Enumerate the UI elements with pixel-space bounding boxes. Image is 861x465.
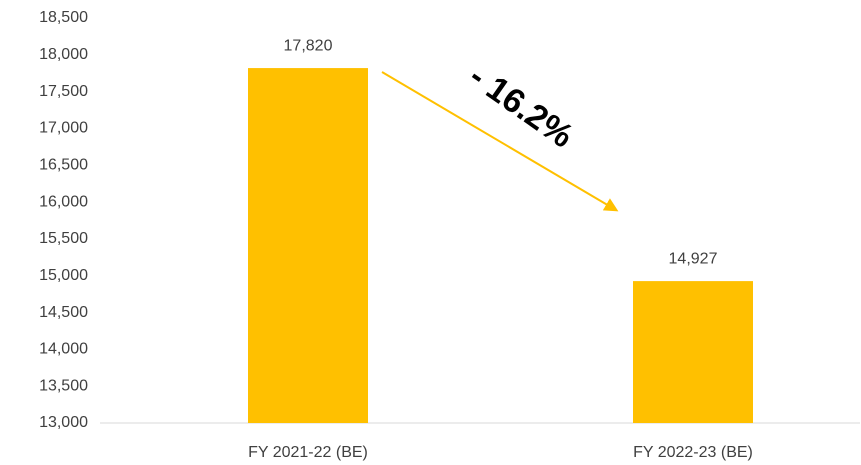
y-tick-label: 13,000 — [39, 414, 88, 431]
x-tick-label: FY 2021-22 (BE) — [248, 444, 368, 461]
bar — [248, 68, 368, 423]
x-tick-label: FY 2022-23 (BE) — [633, 444, 753, 461]
y-tick-label: 17,500 — [39, 83, 88, 100]
y-tick-label: 16,000 — [39, 193, 88, 210]
y-tick-label: 15,500 — [39, 230, 88, 247]
value-label: 17,820 — [284, 37, 333, 54]
y-tick-label: 18,000 — [39, 46, 88, 63]
y-tick-label: 15,000 — [39, 267, 88, 284]
change-annotation: - 16.2% — [462, 57, 580, 155]
y-tick-label: 14,000 — [39, 341, 88, 358]
bar — [633, 281, 753, 423]
y-tick-label: 16,500 — [39, 156, 88, 173]
y-tick-label: 13,500 — [39, 377, 88, 394]
value-label: 14,927 — [669, 250, 718, 267]
y-tick-label: 14,500 — [39, 304, 88, 321]
y-tick-label: 18,500 — [39, 9, 88, 26]
y-tick-label: 17,000 — [39, 120, 88, 137]
trend-arrow — [381, 71, 619, 212]
